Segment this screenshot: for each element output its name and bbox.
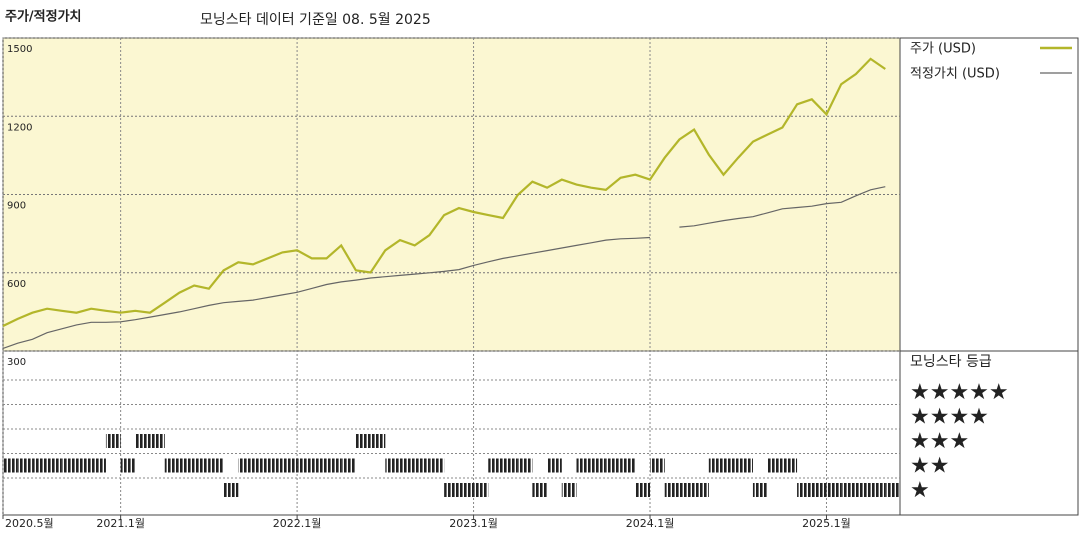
rating-bar — [502, 458, 518, 473]
rating-bar — [238, 458, 253, 473]
x-tick-label: 2023.1월 — [449, 517, 498, 530]
rating-bar — [282, 458, 298, 473]
x-tick-label: 2020.5월 — [5, 517, 54, 530]
y-tick-label: 300 — [7, 357, 26, 368]
rating-bar — [650, 458, 665, 473]
rating-bar — [797, 483, 812, 497]
rating-bar — [91, 458, 106, 473]
series-line — [2, 186, 886, 349]
rating-bar — [164, 458, 180, 473]
y-tick-label: 1500 — [7, 44, 32, 55]
rating-bar — [708, 458, 724, 473]
rating-bar — [620, 458, 636, 473]
rating-bar — [635, 483, 651, 497]
rating-bar — [826, 483, 842, 497]
rating-bar — [385, 458, 401, 473]
rating-bar — [32, 458, 48, 473]
rating-bar — [679, 483, 695, 497]
rating-bar — [252, 458, 268, 473]
x-tick-label: 2021.1월 — [96, 517, 145, 530]
legend-label: 적정가치 (USD) — [910, 67, 1000, 82]
chart-subtitle: 모닝스타 데이터 기준일 08. 5월 2025 — [200, 12, 431, 28]
rating-bar — [223, 483, 239, 497]
rating-bar — [561, 483, 577, 497]
rating-bar — [694, 483, 709, 497]
rating-bar — [370, 434, 386, 448]
rating-bar — [782, 458, 798, 473]
rating-bar — [179, 458, 195, 473]
rating-level: ★★★★ — [910, 405, 989, 430]
rating-bar — [752, 483, 768, 497]
rating-bar — [517, 458, 533, 473]
rating-bar — [547, 458, 562, 473]
rating-bar — [591, 458, 606, 473]
y-tick-label: 900 — [7, 201, 26, 212]
legend-label: 주가 (USD) — [910, 42, 976, 57]
rating-bar — [870, 483, 886, 497]
rating-level: ★★ — [910, 454, 949, 479]
rating-bar — [811, 483, 827, 497]
rating-bar — [76, 458, 92, 473]
rating-bar — [326, 458, 342, 473]
rating-bar — [120, 458, 136, 473]
rating-bar — [532, 483, 548, 497]
rating-bar — [855, 483, 871, 497]
x-tick-label: 2022.1월 — [273, 517, 322, 530]
rating-level: ★ — [910, 478, 930, 503]
rating-bar — [105, 434, 121, 448]
rating-bar — [400, 458, 415, 473]
rating-bar — [473, 483, 489, 497]
rating-bar — [664, 483, 680, 497]
rating-bar — [723, 458, 739, 473]
rating-bar — [17, 458, 33, 473]
rating-bar — [297, 458, 312, 473]
rating-bar — [341, 458, 356, 473]
rating-bar — [458, 483, 474, 497]
y-tick-label: 600 — [7, 279, 26, 290]
y-tick-label: 1200 — [7, 122, 32, 133]
rating-bar — [194, 458, 209, 473]
rating-bar — [885, 483, 900, 497]
rating-bar — [208, 458, 224, 473]
rating-bar — [444, 483, 459, 497]
rating-bar — [3, 458, 18, 473]
series-line — [2, 57, 886, 327]
rating-bar — [135, 434, 151, 448]
rating-level: ★★★★★ — [910, 380, 1009, 405]
rating-bar — [355, 434, 371, 448]
rating-bar — [605, 458, 621, 473]
rating-bar — [841, 483, 856, 497]
rating-bar — [767, 458, 783, 473]
rating-bar — [150, 434, 165, 448]
rating-bar — [414, 458, 430, 473]
rating-level: ★★★ — [910, 429, 969, 454]
rating-bar — [311, 458, 327, 473]
x-tick-label: 2024.1월 — [626, 517, 675, 530]
x-tick-label: 2025.1월 — [802, 517, 851, 530]
rating-bar — [488, 458, 503, 473]
rating-bar — [576, 458, 592, 473]
rating-bar — [47, 458, 62, 473]
rating-bar — [267, 458, 283, 473]
ratings-title: 모닝스타 등급 — [910, 354, 992, 370]
rating-bar — [738, 458, 753, 473]
rating-bar — [429, 458, 445, 473]
rating-bar — [61, 458, 77, 473]
chart-title: 주가/적정가치 — [5, 9, 82, 25]
